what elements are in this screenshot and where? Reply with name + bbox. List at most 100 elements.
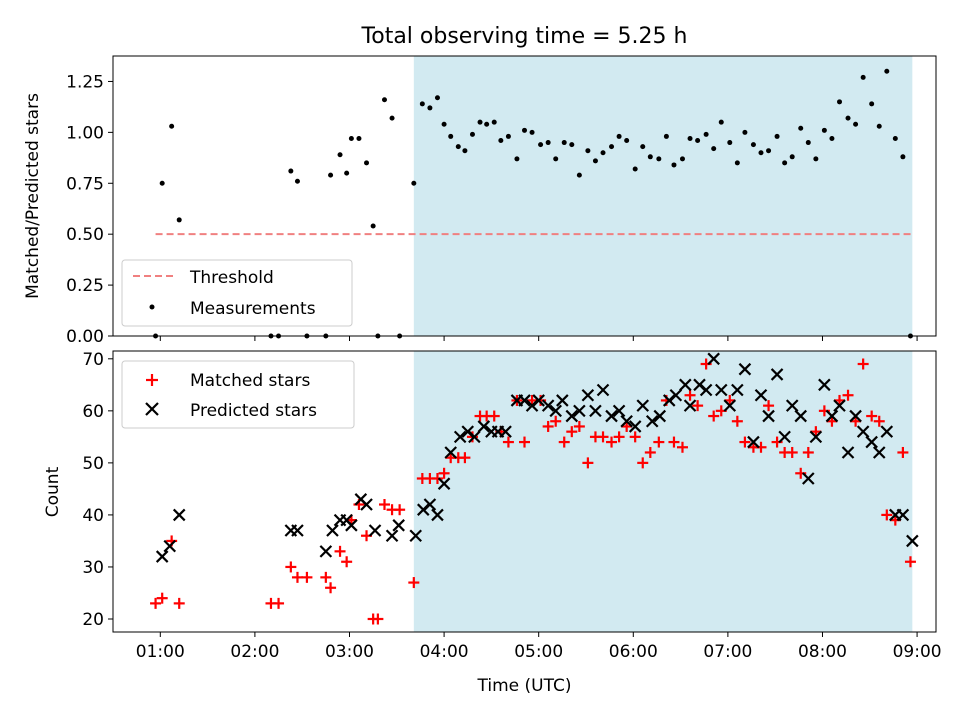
predicted-star-stroke-b: [669, 388, 683, 402]
predicted-star-point: [645, 414, 659, 428]
predicted-star-point: [453, 430, 467, 444]
predicted-star-stroke-b: [556, 394, 569, 407]
measurement-point: [529, 129, 535, 135]
predicted-star-point: [423, 498, 437, 511]
measurement-point: [616, 133, 622, 139]
predicted-star-stroke-b: [809, 430, 823, 444]
matched-star-point: [802, 446, 814, 458]
matched-star-point: [150, 597, 162, 609]
matched-star-point: [684, 389, 696, 401]
measurement-point: [900, 154, 906, 160]
measurement-point: [411, 180, 417, 186]
predicted-star-stroke-b: [693, 378, 706, 392]
x-tick-label: 09:00: [893, 642, 942, 662]
predicted-star-point: [468, 430, 481, 444]
measurement-point: [522, 127, 527, 133]
measurement-point: [632, 166, 638, 172]
predicted-star-stroke-b: [431, 508, 444, 522]
measurement-point: [498, 138, 504, 144]
measurement-point: [805, 140, 811, 146]
predicted-star-stroke-b: [605, 409, 618, 423]
predicted-star-stroke-b: [423, 498, 437, 511]
predicted-star-stroke-b: [896, 508, 910, 522]
ratio-y-axis-label: Matched/Predicted stars: [23, 93, 43, 299]
measurement-point: [624, 138, 630, 144]
predicted-star-stroke-b: [856, 425, 870, 438]
ratio-y-tick-label: 0.25: [66, 276, 104, 296]
matched-star-point: [341, 556, 353, 568]
matched-star-point: [334, 545, 346, 557]
matched-star-point: [550, 415, 562, 427]
measurement-point: [469, 131, 475, 137]
matched-star-point: [273, 597, 285, 609]
predicted-star-stroke-b: [825, 409, 839, 423]
predicted-star-point: [291, 524, 304, 537]
predicted-star-stroke-b: [636, 399, 650, 412]
predicted-star-point: [802, 472, 815, 485]
predicted-star-point: [669, 388, 683, 402]
predicted-star-stroke-b: [468, 430, 481, 444]
predicted-star-stroke-b: [518, 394, 531, 407]
measurement-point: [782, 160, 788, 166]
x-tick-label: 06:00: [609, 642, 658, 662]
x-tick-label: 01:00: [136, 642, 185, 662]
measurement-point: [774, 133, 780, 139]
matched-star-point: [502, 436, 514, 448]
matched-star-point: [488, 410, 500, 422]
predicted-star-stroke-b: [620, 414, 633, 428]
measurement-point: [419, 101, 425, 107]
predicted-star-point: [437, 477, 451, 490]
matched-star-point: [542, 420, 554, 432]
matched-star-point: [866, 410, 878, 422]
matched-star-point: [763, 400, 775, 412]
ratio-panel: 0.00 0.25 0.50 0.75 1.00 1.25 Total observing…: [23, 24, 937, 347]
measurement-point: [538, 142, 544, 148]
measurement-point: [561, 140, 567, 146]
predicted-star-point: [385, 529, 399, 543]
chart-title: Total observing time = 5.25 h: [361, 24, 688, 49]
measurement-point: [679, 156, 685, 162]
predicted-star-point: [754, 388, 768, 402]
matched-star-point: [173, 597, 185, 609]
predicted-star-point: [818, 378, 831, 392]
measurements-legend-swatch: [149, 304, 155, 310]
predicted-star-stroke-b: [754, 388, 768, 402]
x-tick-label: 05:00: [514, 642, 563, 662]
measurement-point: [789, 154, 795, 160]
predicted-star-stroke-b: [628, 420, 642, 433]
predicted-star-point: [880, 425, 894, 438]
measurement-point: [742, 129, 748, 135]
measurement-point: [585, 148, 591, 154]
matched-star-point: [558, 436, 570, 448]
predicted-star-stroke-b: [872, 446, 886, 459]
predicted-star-stroke-b: [444, 446, 457, 459]
matched-star-point: [842, 389, 854, 401]
measurement-point: [328, 172, 334, 178]
predicted-star-point: [770, 368, 784, 381]
predicted-star-point: [549, 404, 562, 418]
matched-star-point: [731, 415, 743, 427]
measurement-point: [477, 119, 483, 125]
predicted-star-point: [163, 539, 177, 553]
matched-star-point: [613, 431, 625, 443]
predicted-star-point: [172, 508, 186, 522]
predicted-star-stroke-b: [163, 539, 177, 553]
matched-star-point: [881, 509, 893, 521]
measurement-point: [294, 178, 300, 184]
predicted-star-point: [477, 420, 491, 433]
matched-star-point: [431, 472, 443, 484]
measurement-point: [514, 156, 520, 162]
predicted-star-point: [653, 409, 667, 423]
measurement-point: [427, 105, 433, 111]
ratio-y-tick-label: 1.25: [66, 72, 104, 92]
predicted-star-stroke-b: [645, 414, 659, 428]
measurement-point: [829, 135, 835, 141]
predicted-star-point: [360, 498, 373, 511]
predicted-star-point: [809, 430, 823, 444]
measurement-point: [381, 97, 387, 103]
predicted-star-point: [326, 524, 339, 537]
predicted-star-point: [723, 399, 737, 412]
predicted-star-stroke-b: [762, 409, 775, 423]
measurement-point: [356, 135, 362, 141]
predicted-star-stroke-b: [565, 409, 579, 423]
